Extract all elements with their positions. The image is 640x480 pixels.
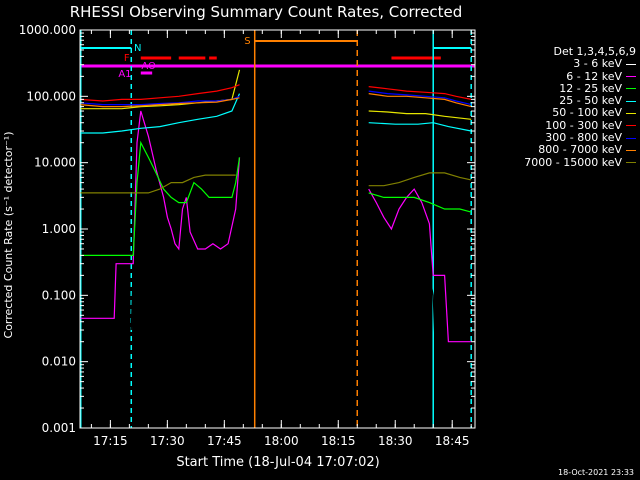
footer-timestamp: 18-Oct-2021 23:33 (558, 468, 634, 477)
xtick-label-6: 18:45 (435, 434, 470, 448)
legend-entry-4: 50 - 100 keV (478, 107, 636, 119)
series-7-segment-0 (79, 97, 240, 108)
series-0-segment-1 (368, 233, 453, 397)
y-axis: 0.001 0.010 0.100 1.000 10.000 100.000 1000.00… (19, 23, 475, 435)
y-axis-label: Corrected Count Rate (s⁻¹ detector⁻¹) (2, 132, 15, 339)
legend-swatch-8 (626, 162, 636, 164)
ytick-label-4: 10.000 (34, 156, 76, 170)
legend-header: Det 1,3,4,5,6,9 (553, 45, 636, 58)
legend-swatch-7 (626, 149, 636, 151)
plot-frame (79, 29, 476, 429)
series-8-segment-0 (80, 174, 236, 194)
series-4-segment-1 (368, 110, 472, 120)
flag-label-AO: AO (141, 61, 156, 72)
legend-entry-0: 3 - 6 keV (478, 58, 636, 70)
series-6-segment-1 (368, 90, 472, 106)
legend-label-2: 12 - 25 keV (559, 81, 622, 95)
legend-label-8: 7000 - 15000 keV (524, 155, 622, 169)
series-0-segment-0 (130, 177, 241, 331)
series-1-segment-1 (368, 188, 472, 343)
ytick-label-2: 0.100 (42, 288, 76, 302)
legend-entry-1: 6 - 12 keV (478, 69, 636, 83)
legend-swatch-0 (626, 63, 636, 65)
series-7-segment-1 (368, 93, 472, 108)
plot-area: NF S AO A1 (79, 30, 475, 428)
xtick-label-5: 18:30 (378, 434, 413, 448)
flag-label-F: F (124, 53, 130, 64)
series-8-segment-1 (368, 172, 472, 187)
series-3-segment-0 (80, 93, 241, 134)
legend-entry-6: 300 - 800 keV (478, 131, 636, 145)
xtick-label-4: 18:15 (321, 434, 356, 448)
flag-label-S: S (244, 36, 250, 47)
legend-entry-7: 800 - 7000 keV (478, 144, 636, 156)
legend-entry-3: 25 - 50 keV (478, 95, 636, 107)
legend-label-7: 800 - 7000 keV (538, 143, 622, 157)
xtick-label-3: 18:00 (264, 434, 299, 448)
flag-label-A1: A1 (118, 69, 131, 80)
ytick-label-1: 0.010 (42, 355, 76, 369)
ytick-label-0: 0.001 (42, 421, 76, 435)
legend-label-4: 50 - 100 keV (552, 106, 622, 120)
xtick-label-1: 17:30 (150, 434, 185, 448)
series-5-segment-1 (368, 86, 472, 100)
series-4-segment-0 (80, 69, 241, 110)
series-2-segment-0 (80, 140, 241, 256)
series-5-segment-0 (79, 84, 240, 102)
legend: Det 1,3,4,5,6,9 3 - 6 keV 6 - 12 keV 12 - … (478, 45, 636, 169)
xtick-label-0: 17:15 (93, 434, 128, 448)
chart-title: RHESSI Observing Summary Count Rates, Co… (70, 3, 463, 21)
ytick-label-3: 1.000 (42, 222, 76, 236)
legend-swatch-3 (626, 100, 636, 102)
x-axis-label: Start Time (18-Jul-04 17:07:02) (176, 455, 379, 470)
series-2-segment-1 (368, 192, 472, 213)
legend-swatch-1 (626, 76, 636, 78)
legend-label-5: 100 - 300 keV (545, 118, 622, 132)
ytick-label-6: 1000.000 (19, 23, 76, 37)
legend-swatch-5 (626, 125, 636, 127)
legend-swatch-6 (626, 137, 636, 139)
series-1-segment-0 (80, 110, 241, 319)
legend-entry-8: 7000 - 15000 keV (478, 155, 636, 169)
ytick-label-5: 100.000 (26, 89, 76, 103)
legend-entry-2: 12 - 25 keV (478, 81, 636, 95)
legend-swatch-2 (626, 88, 636, 90)
legend-entry-5: 100 - 300 keV (478, 118, 636, 132)
legend-label-0: 3 - 6 keV (573, 57, 622, 71)
legend-label-6: 300 - 800 keV (545, 131, 622, 145)
legend-label-1: 6 - 12 keV (566, 69, 622, 83)
legend-label-3: 25 - 50 keV (559, 94, 622, 108)
x-axis: 17:15 17:30 17:45 18:00 18:15 18:30 18:45 (90, 30, 472, 448)
series-3-segment-1 (368, 122, 472, 132)
xtick-label-2: 17:45 (207, 434, 242, 448)
legend-swatch-4 (626, 112, 636, 114)
flag-label-N: N (134, 43, 141, 54)
